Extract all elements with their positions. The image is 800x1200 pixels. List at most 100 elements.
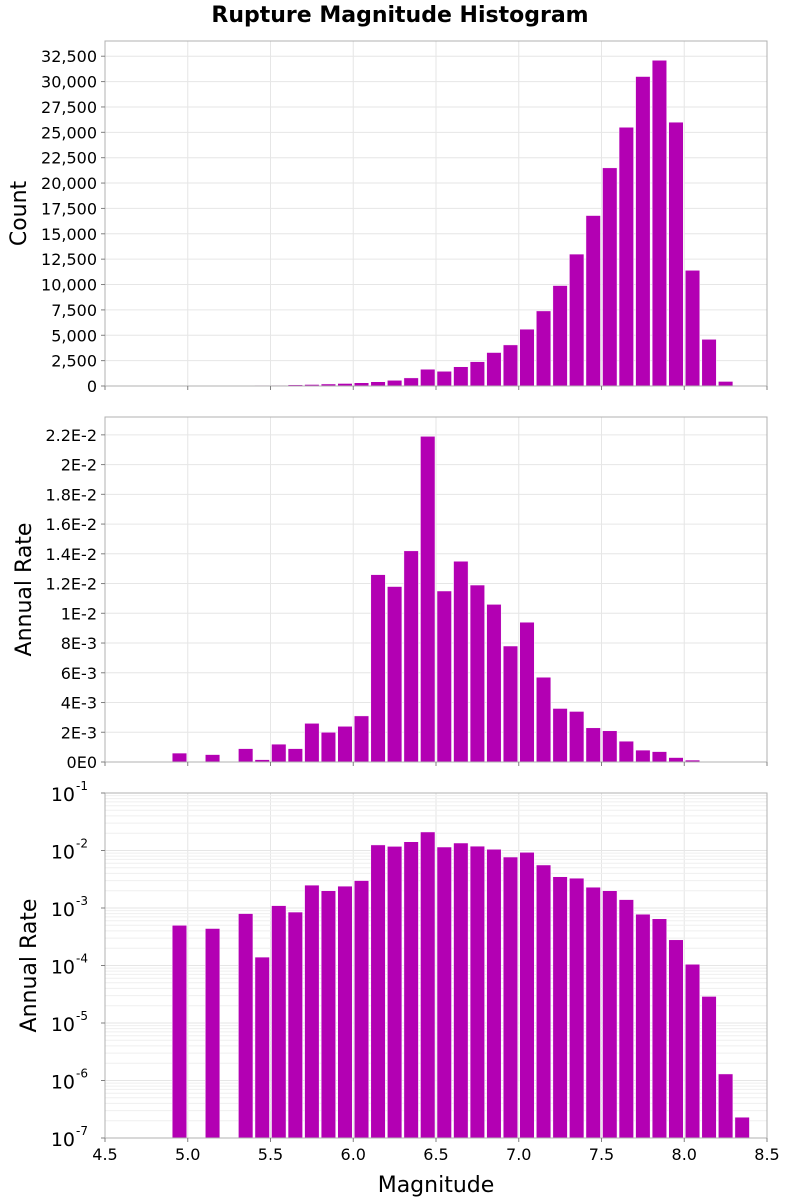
- histogram-bar: [453, 366, 469, 387]
- y-tick-label: 1.4E-2: [45, 545, 97, 564]
- histogram-bar: [569, 877, 585, 1139]
- y-tick-label: 0: [87, 377, 97, 396]
- y-tick-label: 2,500: [51, 352, 97, 371]
- histogram-bar: [354, 715, 370, 763]
- histogram-bar: [552, 708, 568, 763]
- y-tick-label: 10: [51, 1014, 75, 1036]
- x-tick-label: 4.5: [92, 1145, 117, 1164]
- histogram-bar: [519, 621, 535, 763]
- y-tick-label: 22,500: [41, 149, 97, 168]
- y-tick-label: 6E-3: [61, 664, 97, 683]
- histogram-bar: [536, 310, 552, 387]
- x-tick-label: 6.5: [423, 1145, 448, 1164]
- histogram-bar: [569, 711, 585, 763]
- histogram-bar: [453, 560, 469, 763]
- histogram-bar: [354, 880, 370, 1139]
- x-tick-label: 7.0: [506, 1145, 531, 1164]
- histogram-bar: [469, 845, 485, 1139]
- y-tick-label: 1.8E-2: [45, 485, 97, 504]
- histogram-bar: [552, 876, 568, 1139]
- y-axis-label: Count: [7, 180, 32, 246]
- y-tick-label: 2E-2: [61, 456, 97, 475]
- y-tick-exponent: -2: [76, 837, 88, 851]
- histogram-bar: [254, 956, 270, 1139]
- histogram-bar: [205, 928, 221, 1139]
- histogram-bar: [337, 726, 353, 763]
- y-tick-label: 1.6E-2: [45, 515, 97, 534]
- y-tick-exponent: -6: [76, 1067, 88, 1081]
- y-tick-label: 10: [51, 784, 75, 806]
- panel-2: 0E0 2E-3 4E-3 6E-3 8E-3 1E-2 1.2E-2 1.4E-2 1.6E-…: [12, 416, 768, 772]
- histogram-bar: [271, 743, 287, 763]
- x-tick-label: 7.5: [589, 1145, 614, 1164]
- histogram-bar: [585, 727, 601, 763]
- histogram-bar: [370, 381, 386, 387]
- y-tick-label: 30,000: [41, 73, 97, 92]
- histogram-bar: [685, 964, 701, 1139]
- histogram-bar: [205, 754, 221, 763]
- x-tick-label: 5.5: [258, 1145, 283, 1164]
- x-axis-label: Magnitude: [378, 1173, 495, 1198]
- y-tick-label: 2.2E-2: [45, 426, 97, 445]
- histogram-bar: [486, 352, 502, 387]
- panel-1: 0 2,500 5,000 7,500 10,000 12,500 15,000 17,500…: [7, 40, 768, 396]
- x-tick-label: 5.0: [175, 1145, 200, 1164]
- y-tick-exponent: -4: [76, 952, 88, 966]
- y-tick-label: 10: [51, 957, 75, 979]
- y-tick-exponent: -5: [76, 1009, 88, 1023]
- y-tick-label: 10,000: [41, 276, 97, 295]
- histogram-bar: [618, 740, 634, 763]
- histogram-bar: [685, 270, 701, 387]
- histogram-bar: [469, 361, 485, 387]
- histogram-bar: [668, 939, 684, 1139]
- histogram-bar: [734, 1116, 750, 1139]
- histogram-bar: [635, 913, 651, 1139]
- histogram-bar: [602, 167, 618, 387]
- histogram-bar: [403, 841, 419, 1139]
- histogram-bar: [387, 846, 403, 1139]
- histogram-bar: [370, 844, 386, 1139]
- histogram-bar: [287, 748, 303, 763]
- histogram-bar: [502, 645, 519, 763]
- histogram-bar: [486, 849, 502, 1139]
- histogram-bar: [436, 371, 452, 387]
- histogram-bar: [387, 380, 403, 387]
- histogram-bar: [171, 925, 187, 1139]
- histogram-bar: [436, 846, 452, 1139]
- histogram-bar: [651, 918, 667, 1139]
- histogram-bar: [635, 749, 651, 763]
- histogram-bar: [519, 328, 535, 387]
- histogram-bar: [519, 852, 535, 1139]
- histogram-bar: [370, 574, 386, 763]
- histogram-bar: [585, 886, 601, 1139]
- histogram-bar: [602, 730, 618, 763]
- histogram-bar: [602, 890, 618, 1139]
- y-tick-label: 25,000: [41, 123, 97, 142]
- histogram-bar: [320, 732, 336, 763]
- chart-title: Rupture Magnitude Histogram: [211, 3, 588, 28]
- histogram-bar: [238, 748, 254, 763]
- histogram-bar: [287, 911, 303, 1139]
- histogram-bar: [453, 842, 469, 1139]
- y-tick-label: 15,000: [41, 225, 97, 244]
- y-tick-label: 5,000: [51, 326, 97, 345]
- y-tick-exponent: -3: [76, 894, 88, 908]
- histogram-bar: [502, 344, 519, 387]
- histogram-bar: [337, 885, 353, 1139]
- y-tick-label: 17,500: [41, 199, 97, 218]
- y-tick-label: 7,500: [51, 301, 97, 320]
- histogram-bar: [403, 550, 419, 763]
- y-tick-label: 1E-2: [61, 604, 97, 623]
- histogram-bar: [585, 215, 601, 387]
- histogram-bar: [569, 253, 585, 387]
- histogram-bar: [486, 604, 502, 763]
- histogram-bar: [701, 339, 717, 387]
- y-tick-label: 8E-3: [61, 634, 97, 653]
- histogram-bar: [651, 751, 667, 763]
- histogram-bar: [635, 76, 651, 387]
- histogram-bar: [171, 752, 187, 763]
- histogram-bar: [668, 121, 684, 387]
- y-tick-exponent: -1: [76, 779, 88, 793]
- histogram-bar: [536, 676, 552, 763]
